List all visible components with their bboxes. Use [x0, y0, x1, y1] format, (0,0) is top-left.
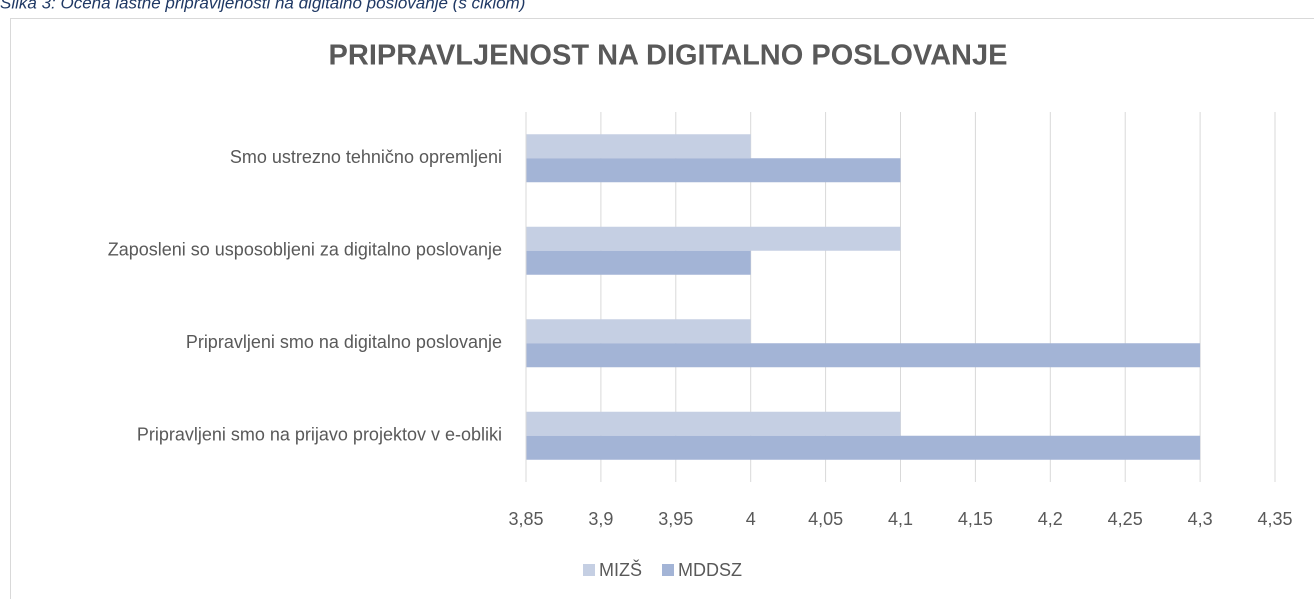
legend-label: MDDSZ [678, 560, 742, 580]
caption: Slika 3: Ocena lastne pripravljenosti na… [0, 0, 525, 12]
y-tick-label: Smo ustrezno tehnično opremljeni [230, 147, 502, 167]
bar [526, 412, 901, 436]
bar [526, 227, 901, 251]
bar [526, 134, 751, 158]
y-tick-label: Pripravljeni smo na digitalno poslovanje [186, 332, 502, 352]
y-tick-label: Pripravljeni smo na prijavo projektov v … [137, 425, 502, 445]
y-tick-label: Zaposleni so usposobljeni za digitalno p… [108, 240, 502, 260]
legend-swatch [662, 564, 674, 576]
x-tick-label: 4,3 [1188, 509, 1213, 529]
x-tick-label: 3,95 [658, 509, 693, 529]
x-tick-label: 3,9 [588, 509, 613, 529]
x-tick-label: 4,35 [1257, 509, 1292, 529]
x-tick-label: 4,15 [958, 509, 993, 529]
x-tick-label: 4,2 [1038, 509, 1063, 529]
bar [526, 251, 751, 275]
x-tick-label: 4,25 [1108, 509, 1143, 529]
bar [526, 158, 901, 182]
x-tick-label: 4,05 [808, 509, 843, 529]
bar [526, 319, 751, 343]
legend-swatch [583, 564, 595, 576]
x-tick-label: 4,1 [888, 509, 913, 529]
bar [526, 343, 1200, 367]
x-tick-label: 3,85 [508, 509, 543, 529]
x-tick-label: 4 [746, 509, 756, 529]
chart-title: PRIPRAVLJENOST NA DIGITALNO POSLOVANJE [329, 40, 1008, 72]
legend-label: MIZŠ [599, 559, 642, 580]
bar [526, 436, 1200, 460]
